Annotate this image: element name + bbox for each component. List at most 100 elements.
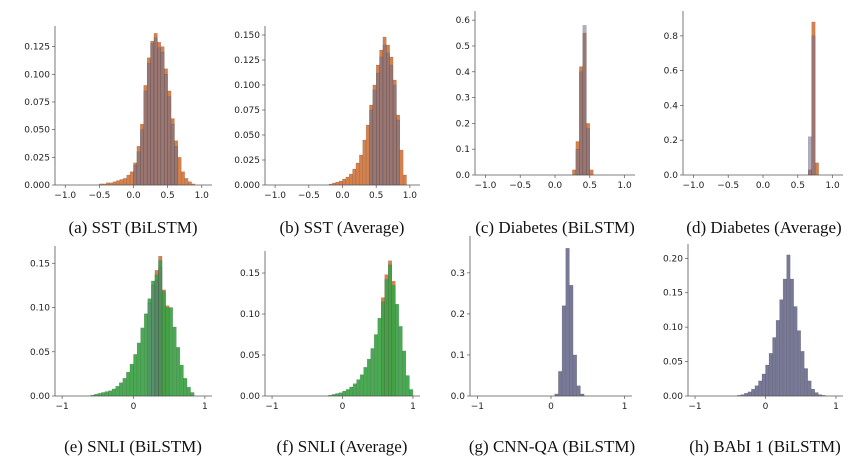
histogram-bar	[789, 278, 794, 397]
y-tick-label: 0.10	[30, 304, 50, 314]
x-tick-label: −0.5	[717, 181, 739, 191]
histogram-bar	[800, 351, 805, 397]
histogram-bar	[160, 51, 165, 186]
histogram-bar	[384, 279, 389, 397]
histogram-bar	[119, 382, 124, 397]
y-tick-label: 0.05	[30, 348, 50, 358]
histogram-bar	[129, 171, 134, 186]
histogram-bar	[151, 285, 156, 397]
y-tick-label: 0.0	[664, 171, 679, 181]
histogram-bar	[786, 254, 791, 397]
x-tick-label: 0	[340, 402, 346, 412]
histogram-bar	[396, 119, 400, 186]
histogram-bar	[126, 174, 131, 186]
histogram-bar	[814, 392, 819, 397]
y-tick-label: 0.100	[234, 81, 260, 91]
x-tick-label: −1	[688, 402, 701, 412]
x-tick-label: 0.0	[335, 191, 350, 201]
histogram-bar	[369, 109, 374, 186]
histogram-bar	[376, 72, 380, 186]
x-tick-label: 0.5	[791, 181, 805, 191]
histogram-bar	[775, 320, 780, 397]
histogram-bar	[345, 176, 350, 186]
histogram-bar	[356, 379, 361, 397]
y-tick-label: 0.025	[234, 156, 260, 166]
y-tick-label: 0.00	[240, 392, 260, 402]
histogram-bar	[342, 390, 347, 397]
histogram-bar	[811, 388, 816, 397]
histogram-bar	[158, 267, 163, 397]
histogram-bar	[338, 180, 343, 186]
histogram-bar	[811, 35, 816, 176]
subplot-caption: (h) BAbI 1 (BiLSTM)	[689, 437, 841, 456]
histogram-bar	[402, 174, 407, 186]
subplot-caption: (a) SST (BiLSTM)	[68, 218, 197, 237]
histogram-bar	[157, 47, 161, 186]
y-tick-label: 0.10	[240, 310, 260, 320]
subplot-3: 0.0 0.1 0.2 0.3 0.4 0.5 0.6 −1.0 −0.5 0.0 0.5 1.0 (c…	[456, 11, 635, 237]
histogram-bar	[126, 371, 131, 397]
histogram-bar	[409, 389, 414, 397]
y-tick-label: 0.000	[234, 181, 260, 191]
histogram-bar	[388, 264, 393, 397]
x-tick-label: −0.5	[298, 191, 320, 201]
histogram-bar	[758, 380, 763, 397]
subplot-caption: (b) SST (Average)	[280, 218, 405, 237]
x-tick-label: −1.0	[475, 181, 497, 191]
x-tick-label: −0.5	[509, 181, 531, 191]
y-tick-label: 0.8	[664, 32, 679, 42]
histogram-bar	[814, 162, 819, 176]
histogram-bar	[572, 169, 577, 176]
histogram-bar	[377, 317, 382, 397]
histogram-bar	[349, 386, 354, 397]
histogram-bar	[345, 389, 350, 397]
histogram-bar	[391, 285, 396, 397]
series-purple	[808, 35, 816, 176]
histogram-bar	[352, 168, 357, 186]
y-tick-label: 0.050	[24, 126, 50, 136]
y-tick-label: 0.150	[234, 31, 260, 41]
histogram-bar	[558, 371, 563, 397]
x-tick-label: 1	[622, 402, 628, 412]
y-tick-label: 0.2	[456, 119, 470, 129]
histogram-bar	[176, 347, 181, 397]
x-tick-label: 1	[202, 402, 208, 412]
y-tick-label: 0.1	[456, 145, 470, 155]
x-tick-label: −1	[471, 402, 484, 412]
subplot-caption: (d) Diabetes (Average)	[686, 218, 841, 237]
histogram-bar	[161, 291, 166, 397]
histogram-bar	[744, 393, 749, 397]
histogram-bar	[765, 364, 770, 397]
histogram-bar	[370, 348, 375, 397]
histogram-bar	[392, 84, 397, 186]
histogram-bar	[143, 313, 148, 397]
x-tick-label: 0.0	[548, 181, 563, 191]
histogram-bar	[168, 307, 173, 397]
histogram-bar	[363, 367, 368, 397]
histogram-bar	[768, 353, 773, 397]
y-tick-label: 0.05	[663, 358, 683, 368]
histogram-bar	[167, 96, 172, 186]
subplot-6: 0.00 0.05 0.10 0.15 −1 0 1 (f) SNLI (Average)	[240, 251, 420, 456]
histogram-bar	[116, 180, 121, 186]
histogram-bar	[112, 181, 117, 186]
histogram-bar	[108, 390, 113, 397]
histogram-bar	[747, 391, 752, 397]
y-tick-label: 0.0	[451, 392, 466, 402]
histogram-bar	[115, 386, 120, 397]
histogram-bar	[136, 151, 141, 186]
y-tick-label: 0.00	[30, 392, 50, 402]
histogram-bar	[395, 303, 400, 397]
x-tick-label: 1.0	[195, 191, 210, 201]
histogram-bar	[101, 392, 106, 397]
histogram-bar	[129, 363, 134, 397]
histogram-bar	[122, 378, 127, 397]
x-tick-label: 0	[763, 402, 769, 412]
histogram-bar	[782, 278, 787, 397]
histogram-bar	[754, 385, 759, 397]
histogram-bar	[187, 181, 192, 186]
y-tick-label: 0.05	[240, 351, 260, 361]
y-tick-label: 0.00	[663, 392, 683, 402]
histogram-bar	[355, 162, 360, 186]
histogram-bar	[179, 364, 184, 397]
